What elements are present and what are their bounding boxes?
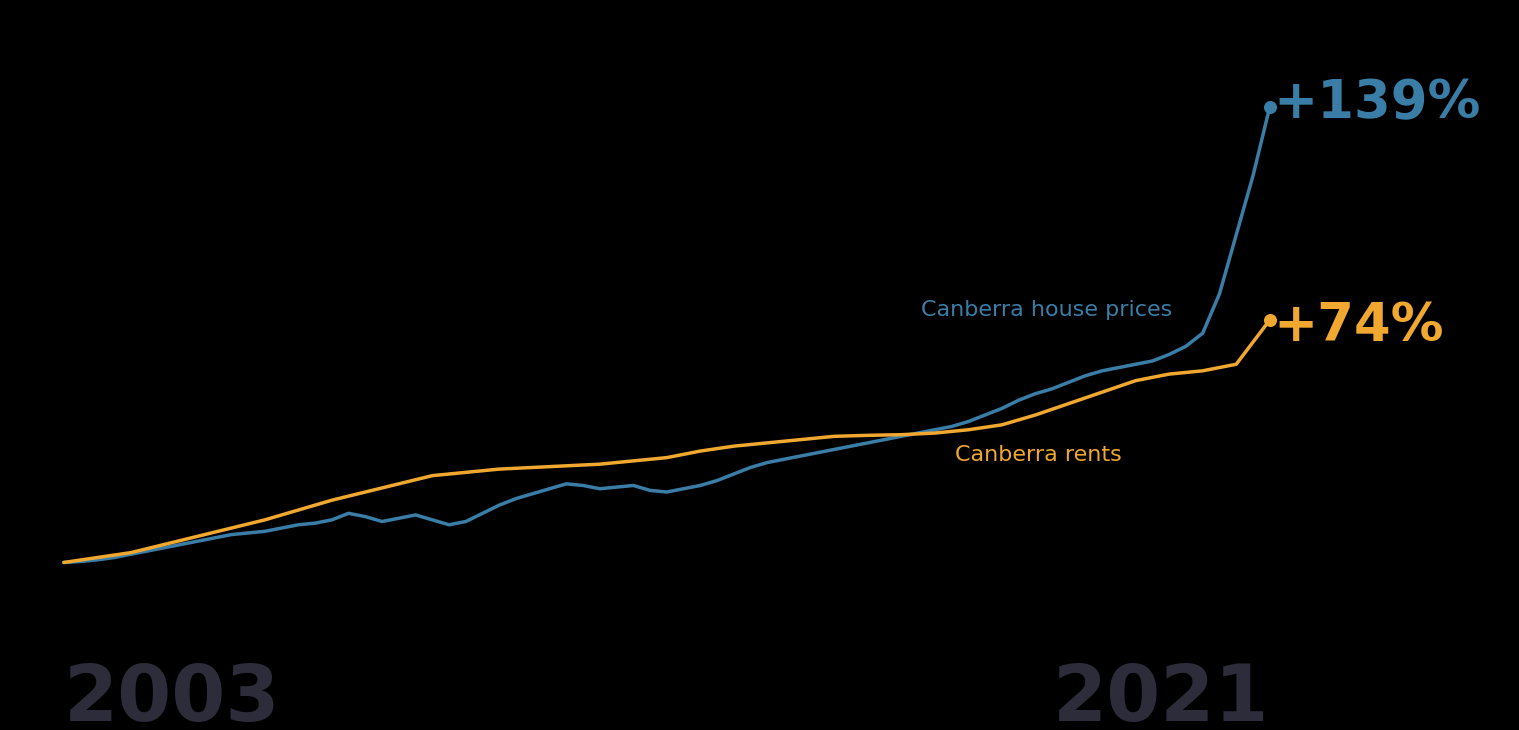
Point [1258, 101, 1282, 113]
Text: 2021: 2021 [1053, 661, 1270, 730]
Text: Canberra house prices: Canberra house prices [922, 300, 1173, 320]
Text: +139%: +139% [1273, 77, 1481, 130]
Text: 2003: 2003 [64, 661, 281, 730]
Point [1258, 314, 1282, 326]
Text: +74%: +74% [1273, 300, 1443, 353]
Text: Canberra rents: Canberra rents [955, 445, 1121, 464]
